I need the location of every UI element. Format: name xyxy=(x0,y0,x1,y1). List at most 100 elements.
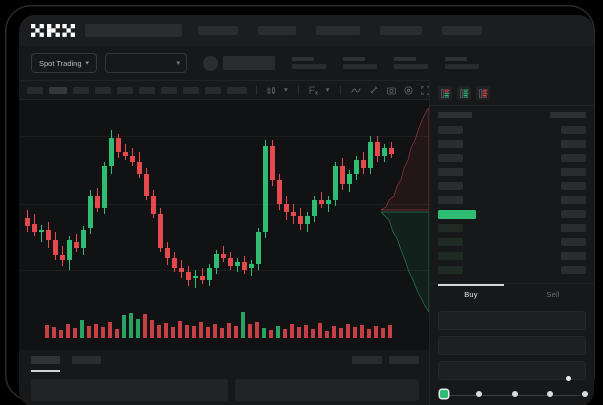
candle-body-38 xyxy=(291,212,296,216)
volume-bar-5 xyxy=(80,320,84,338)
timeframe-chip-9[interactable] xyxy=(227,86,247,94)
timeframe-chip-6[interactable] xyxy=(161,86,177,94)
percent-slider[interactable] xyxy=(440,388,588,404)
nav-item-4[interactable] xyxy=(442,26,482,35)
timeframe-chip-0[interactable] xyxy=(27,86,43,94)
candle-body-19 xyxy=(158,214,163,248)
orderbook-both-icon[interactable] xyxy=(438,86,452,100)
order-book-bid-row-1[interactable] xyxy=(430,235,594,249)
candle-body-3 xyxy=(46,230,51,240)
volume-bar-9 xyxy=(108,322,112,338)
order-book-ask-row-1[interactable] xyxy=(430,137,594,151)
timeframe-chip-3[interactable] xyxy=(95,86,111,94)
market-type-dropdown[interactable]: Spot Trading ▾ xyxy=(31,53,98,73)
order-book[interactable] xyxy=(430,106,594,283)
chart-bottom-panel xyxy=(19,350,429,405)
order-book-bid-row-0[interactable] xyxy=(430,221,594,235)
orderbook-bids-icon[interactable] xyxy=(457,86,471,100)
order-price xyxy=(561,196,586,204)
percent-node-75[interactable] xyxy=(546,391,553,397)
order-total-field[interactable] xyxy=(438,361,586,380)
order-book-ask-row-4[interactable] xyxy=(430,179,594,193)
chevron-down-icon[interactable]: ▾ xyxy=(325,85,330,95)
ticker-stat-1 xyxy=(343,57,378,69)
order-book-spread-row[interactable] xyxy=(430,207,594,221)
line-chart-icon[interactable] xyxy=(350,85,363,96)
orderbook-asks-icon[interactable] xyxy=(476,86,490,100)
trading-pair-select[interactable]: ▾ xyxy=(105,53,188,73)
price-chart[interactable] xyxy=(19,100,429,350)
chevron-down-icon[interactable]: ▾ xyxy=(284,85,288,95)
timeframe-chip-5[interactable] xyxy=(139,86,155,94)
volume-bar-15 xyxy=(150,320,154,338)
candle-body-46 xyxy=(347,174,352,184)
nav-item-1[interactable] xyxy=(258,26,296,35)
timeframe-chip-2[interactable] xyxy=(73,86,89,94)
volume-bar-6 xyxy=(87,326,91,338)
candle-type-icon[interactable] xyxy=(266,85,277,96)
order-book-ask-row-2[interactable] xyxy=(430,151,594,165)
candle-body-40 xyxy=(305,216,310,224)
volume-bar-17 xyxy=(164,323,168,338)
settings-icon[interactable] xyxy=(403,85,414,96)
tab-sell[interactable]: Sell xyxy=(546,290,560,299)
candle-body-5 xyxy=(60,255,65,260)
screenshot-icon[interactable] xyxy=(386,85,397,96)
candle-body-6 xyxy=(67,240,72,260)
volume-bar-41 xyxy=(332,326,336,338)
nav-item-2[interactable] xyxy=(316,26,360,35)
candle-body-9 xyxy=(88,196,93,228)
percent-node-0[interactable] xyxy=(440,390,448,398)
percent-node-25[interactable] xyxy=(476,391,483,397)
order-price-field[interactable] xyxy=(438,311,586,330)
chart-toolbar: ▾ ▾ xyxy=(19,80,594,100)
order-price xyxy=(561,140,586,148)
order-price xyxy=(561,168,586,176)
order-amount-field[interactable] xyxy=(438,336,586,355)
volume-bar-4 xyxy=(73,328,77,338)
candle-body-43 xyxy=(326,200,331,204)
candle-wick xyxy=(195,270,197,288)
volume-bar-28 xyxy=(241,312,245,338)
chart-bottom-action-1[interactable] xyxy=(389,356,419,364)
device-frame: Spot Trading ▾ ▾ xyxy=(5,5,595,405)
chart-bottom-tabs xyxy=(31,356,101,364)
volume-bar-0 xyxy=(45,325,49,338)
tab-buy[interactable]: Buy xyxy=(464,290,478,299)
order-price xyxy=(561,210,586,218)
candle-body-30 xyxy=(235,262,240,266)
order-book-bid-row-3[interactable] xyxy=(430,263,594,277)
chart-bottom-tab-0[interactable] xyxy=(31,356,60,364)
volume-bar-46 xyxy=(367,329,371,338)
ticker-stat-3 xyxy=(445,57,480,69)
fullscreen-icon[interactable] xyxy=(420,85,431,96)
timeframe-chip-8[interactable] xyxy=(205,86,221,94)
volume-bar-29 xyxy=(248,324,252,338)
order-book-header-price xyxy=(550,112,586,118)
candle-body-35 xyxy=(270,146,275,180)
nav-item-0[interactable] xyxy=(198,26,238,35)
percent-node-100[interactable] xyxy=(582,391,588,397)
candle-body-4 xyxy=(53,240,58,255)
order-book-ask-row-0[interactable] xyxy=(430,123,594,137)
timeframe-chip-4[interactable] xyxy=(117,86,133,94)
order-price xyxy=(561,224,586,232)
camera-dot-icon xyxy=(566,376,571,381)
nav-item-3[interactable] xyxy=(380,26,422,35)
magnet-icon[interactable] xyxy=(369,85,380,96)
percent-node-50[interactable] xyxy=(511,391,518,397)
chart-bottom-tab-1[interactable] xyxy=(72,356,101,364)
timeframe-chip-7[interactable] xyxy=(183,86,199,94)
candle-wick xyxy=(328,196,330,212)
order-book-ask-row-3[interactable] xyxy=(430,165,594,179)
order-book-ask-row-5[interactable] xyxy=(430,193,594,207)
app-screen: Spot Trading ▾ ▾ xyxy=(19,15,594,405)
okx-logo-icon[interactable] xyxy=(31,24,75,37)
timeframe-chip-1[interactable] xyxy=(49,86,67,94)
order-book-bid-row-2[interactable] xyxy=(430,249,594,263)
indicators-icon[interactable] xyxy=(308,85,319,96)
volume-bar-12 xyxy=(129,313,133,338)
volume-bar-21 xyxy=(192,326,196,338)
search-input[interactable] xyxy=(85,24,182,37)
chart-bottom-action-0[interactable] xyxy=(352,356,382,364)
